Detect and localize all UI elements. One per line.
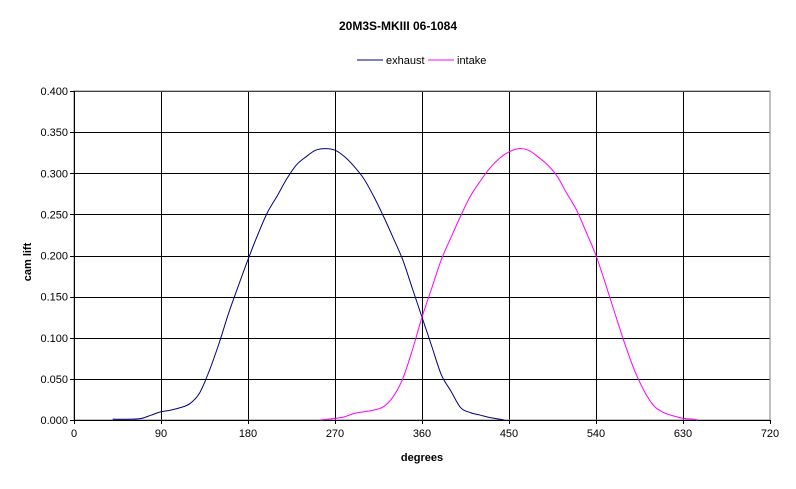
y-tick-label: 0.250 — [40, 209, 68, 221]
y-tick-label: 0.150 — [40, 292, 68, 304]
y-tick-label: 0.200 — [40, 251, 68, 263]
series-lines — [112, 148, 698, 421]
legend-exhaust-label: exhaust — [386, 55, 425, 67]
x-tick-label: 720 — [761, 428, 779, 440]
chart-title: 20M3S-MKIII 06-1084 — [339, 19, 457, 33]
x-tick-label: 0 — [71, 428, 77, 440]
x-tick-label: 270 — [326, 428, 344, 440]
x-axis-label: degrees — [401, 452, 443, 464]
y-tick-label: 0.000 — [40, 415, 68, 427]
x-tick-label: 630 — [674, 428, 692, 440]
legend: exhaust intake — [357, 55, 486, 67]
x-tick-label: 90 — [155, 428, 167, 440]
y-tick-label: 0.300 — [40, 168, 68, 180]
legend-intake-label: intake — [457, 55, 486, 67]
x-tick-label: 180 — [239, 428, 257, 440]
y-tick-label: 0.400 — [40, 86, 68, 98]
x-tick-label: 360 — [413, 428, 431, 440]
series-line-exhaust — [112, 148, 505, 421]
y-tick-label: 0.350 — [40, 127, 68, 139]
y-axis-label: cam lift — [22, 242, 34, 281]
axes: 0.000 0.050 0.100 0.150 0.200 0.250 0.300 0.350… — [40, 86, 779, 440]
series-line-intake — [320, 148, 698, 421]
x-tick-label: 450 — [500, 428, 518, 440]
y-tick-label: 0.100 — [40, 333, 68, 345]
x-tick-label: 540 — [587, 428, 605, 440]
y-tick-label: 0.050 — [40, 374, 68, 386]
